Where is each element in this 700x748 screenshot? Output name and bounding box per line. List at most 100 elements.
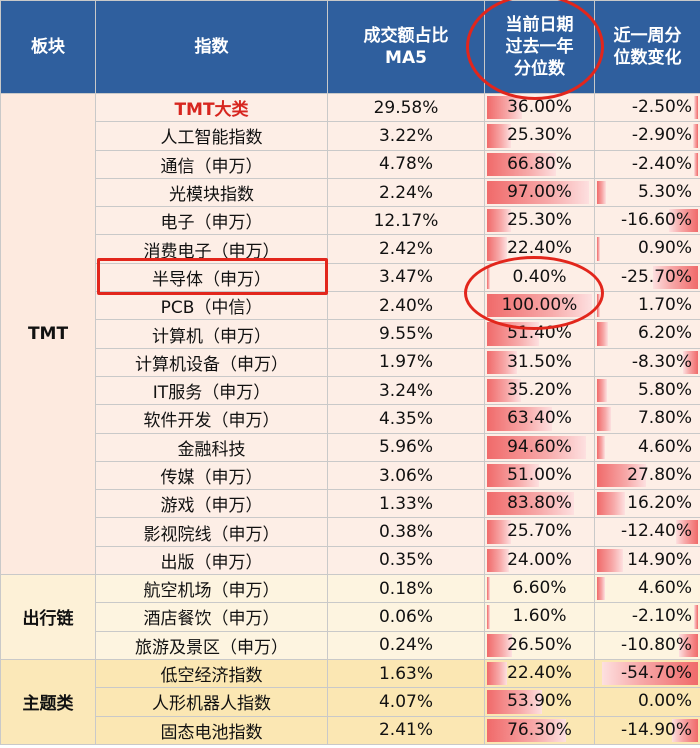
ma5-value: 3.24%	[327, 375, 485, 406]
percentile-value: 100.00%	[501, 295, 578, 316]
weekly-change-cell: 5.80%	[594, 375, 700, 406]
weekly-change-cell: -14.90%	[594, 715, 700, 745]
ma5-value: 1.33%	[327, 489, 485, 519]
percentile-bar	[487, 152, 556, 176]
weekly-change-value: -2.10%	[631, 606, 692, 627]
change-bar	[597, 492, 626, 516]
percentile-bar	[487, 463, 539, 488]
ma5-value: 12.17%	[327, 206, 485, 236]
ma5-value: 4.78%	[327, 149, 485, 179]
ma5-value: 2.24%	[327, 177, 485, 208]
sector-label: 出行链	[0, 574, 96, 660]
percentile-value: 0.40%	[512, 266, 567, 287]
weekly-change-value: -12.40%	[621, 521, 692, 542]
percentile-cell: 76.30%	[484, 715, 595, 745]
change-bar	[597, 237, 601, 261]
percentile-bar	[487, 605, 490, 629]
change-bar	[679, 633, 698, 657]
index-name: 人工智能指数	[95, 121, 328, 151]
percentile-value: 51.00%	[507, 464, 572, 485]
percentile-value: 24.00%	[507, 549, 572, 570]
weekly-change-cell: -16.60%	[594, 206, 700, 236]
weekly-change-cell: -8.30%	[594, 347, 700, 377]
weekly-change-cell: -12.40%	[594, 517, 700, 547]
percentile-bar	[487, 690, 542, 714]
sector-label: 主题类	[0, 658, 96, 745]
table-row: 游戏（申万） 1.33% 83.80% 16.20%	[1, 489, 700, 519]
weekly-change-value: -10.80%	[621, 634, 692, 655]
weekly-change-cell: -2.90%	[594, 121, 700, 151]
weekly-change-value: -2.90%	[631, 125, 692, 146]
table-row: 计算机设备（申万） 1.97% 31.50% -8.30%	[1, 347, 700, 377]
weekly-change-cell: 27.80%	[594, 460, 700, 491]
change-bar	[597, 407, 611, 431]
change-bar	[692, 124, 698, 148]
table-row: 计算机（申万） 9.55% 51.40% 6.20%	[1, 319, 700, 349]
percentile-value: 22.40%	[507, 662, 572, 683]
percentile-bar	[487, 294, 592, 318]
header-weekly-change: 近一周分 位数变化	[594, 0, 700, 94]
change-bar	[693, 152, 698, 176]
ma5-value: 0.18%	[327, 574, 485, 604]
ma5-value: 1.97%	[327, 347, 485, 377]
percentile-cell: 6.60%	[484, 574, 595, 604]
percentile-cell: 36.00%	[484, 92, 595, 123]
index-name: 酒店餐饮（申万）	[95, 602, 328, 632]
index-name: 影视院线（申万）	[95, 517, 328, 547]
percentile-bar	[487, 548, 510, 573]
weekly-change-cell: 1.70%	[594, 291, 700, 321]
percentile-value: 22.40%	[507, 238, 572, 259]
ma5-value: 2.40%	[327, 291, 485, 321]
ma5-value: 3.22%	[327, 121, 485, 151]
table-row: 影视院线（申万） 0.38% 25.70% -12.40%	[1, 517, 700, 547]
header-sector: 板块	[0, 0, 96, 94]
table-row: TMT TMT大类 29.58% 36.00% -2.50%	[0, 92, 700, 576]
ma5-value: 0.24%	[327, 630, 485, 660]
table-row: 消费电子（申万） 2.42% 22.40% 0.90%	[1, 234, 700, 264]
percentile-bar	[487, 633, 512, 657]
percentile-cell: 51.40%	[484, 319, 595, 349]
weekly-change-value: 27.80%	[627, 464, 692, 485]
percentile-cell: 22.40%	[484, 658, 595, 689]
change-bar	[597, 378, 608, 403]
weekly-change-cell: 0.90%	[594, 234, 700, 264]
change-bar	[693, 96, 698, 120]
weekly-change-cell: -25.70%	[594, 262, 700, 293]
weekly-change-cell: -2.50%	[594, 92, 700, 123]
weekly-change-value: 6.20%	[637, 323, 692, 344]
percentile-cell: 24.00%	[484, 545, 595, 576]
table-row: 通信（申万） 4.78% 66.80% -2.40%	[1, 149, 700, 179]
percentile-bar	[487, 407, 553, 431]
percentile-bar	[487, 661, 508, 686]
percentile-bar	[487, 237, 508, 261]
weekly-change-cell: 4.60%	[594, 574, 700, 604]
index-name: 固态电池指数	[95, 715, 328, 745]
weekly-change-value: -2.40%	[631, 153, 692, 174]
percentile-cell: 22.40%	[484, 234, 595, 264]
weekly-change-value: -8.30%	[631, 351, 692, 372]
table-row: 酒店餐饮（申万） 0.06% 1.60% -2.10%	[1, 602, 700, 632]
change-bar	[653, 265, 698, 290]
table-row: PCB（中信） 2.40% 100.00% 1.70%	[1, 291, 700, 321]
percentile-value: 35.20%	[507, 379, 572, 400]
change-bar	[602, 661, 698, 686]
index-name: TMT大类	[95, 92, 328, 123]
index-name: 计算机（申万）	[95, 319, 328, 349]
percentile-cell: 35.20%	[484, 375, 595, 406]
table-row: 电子（申万） 12.17% 25.30% -16.60%	[1, 206, 700, 236]
weekly-change-value: 7.80%	[637, 408, 692, 429]
table-row: 人形机器人指数 4.07% 53.90% 0.00%	[1, 687, 700, 717]
weekly-change-value: -16.60%	[621, 210, 692, 231]
percentile-bar	[487, 96, 523, 120]
percentile-bar	[487, 718, 567, 742]
percentile-cell: 53.90%	[484, 687, 595, 717]
table-row: 半导体（申万） 3.47% 0.40% -25.70%	[1, 262, 700, 293]
ma5-value: 4.07%	[327, 687, 485, 717]
change-bar	[668, 209, 698, 233]
weekly-change-value: -25.70%	[621, 266, 692, 287]
percentile-value: 25.30%	[507, 210, 572, 231]
percentile-value: 51.40%	[507, 323, 572, 344]
percentile-cell: 63.40%	[484, 404, 595, 434]
percentile-value: 53.90%	[507, 691, 572, 712]
table-row: 金融科技 5.96% 94.60% 4.60%	[1, 432, 700, 462]
